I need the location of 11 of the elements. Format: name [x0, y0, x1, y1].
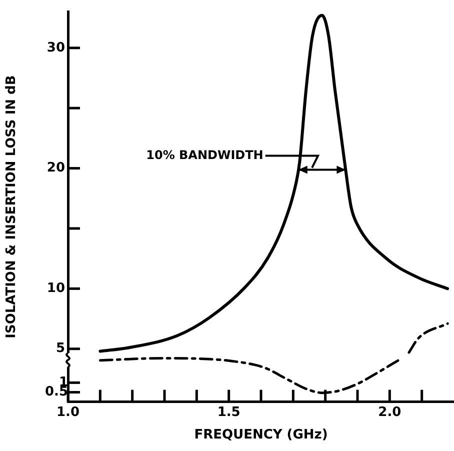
x-tick-label: 1.0: [56, 404, 80, 420]
y-tick-label: 10: [46, 281, 65, 296]
x-tick-label: 1.5: [217, 404, 240, 420]
y-tick-label: 30: [46, 40, 65, 56]
x-axis-title: FREQUENCY (GHz): [194, 428, 328, 443]
line-series: [98, 14, 450, 353]
y-tick-label: 20: [46, 160, 65, 176]
annotation: 10% BANDWIDTH: [146, 148, 264, 162]
y-axis-title: ISOLATION & INSERTION LOSS IN dB: [4, 75, 20, 338]
y-tick-label: 5: [56, 341, 65, 356]
x-tick-label: 2.0: [378, 404, 402, 420]
